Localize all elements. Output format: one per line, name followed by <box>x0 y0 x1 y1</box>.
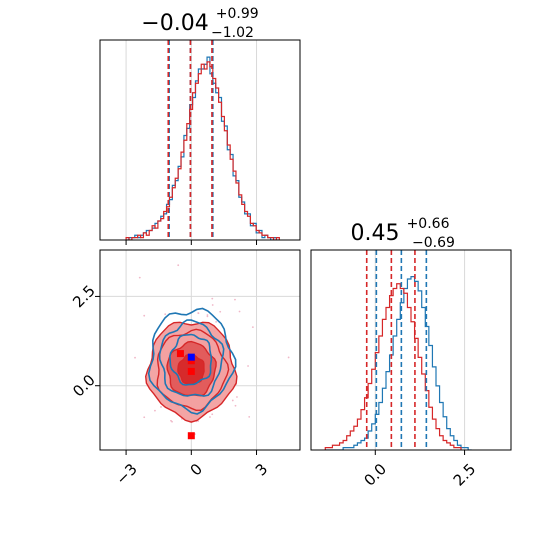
panel-hist-param1: −0.04 +0.99 −1.02 <box>99 6 301 245</box>
contour-line-blue <box>158 319 225 397</box>
scatter-point <box>197 312 200 314</box>
scatter-point <box>154 409 156 412</box>
scatter-point <box>138 276 141 279</box>
panel-hist-param2: 0.0 2.5 0.45 +0.66 −0.69 <box>310 216 512 490</box>
panel-frame <box>310 249 512 451</box>
scatter-point <box>211 304 214 306</box>
scatter-point <box>177 264 180 267</box>
x-tick-label: 2.5 <box>450 460 480 490</box>
scatter-point <box>206 315 209 318</box>
marker-red <box>187 367 195 375</box>
hist-red-series <box>125 61 280 240</box>
x-tick-label: 3 <box>252 460 271 479</box>
marker-red <box>176 350 184 358</box>
param1-title: −0.04 +0.99 <box>141 6 258 36</box>
scatter-point <box>231 399 234 402</box>
scatter-point <box>247 365 249 367</box>
x-tick-label: 0 <box>187 460 206 479</box>
scatter-point <box>209 416 211 418</box>
panel-frame <box>99 249 301 451</box>
scatter-point <box>251 326 254 329</box>
x-tick-label: −3 <box>112 460 140 488</box>
hist-red-series <box>324 283 462 450</box>
y-tick-label: 2.5 <box>69 282 99 312</box>
param1-value: −0.04 <box>141 11 208 36</box>
scatter-point <box>143 314 146 317</box>
scatter-point <box>238 310 241 313</box>
scatter-point <box>234 298 236 301</box>
panel-frame <box>99 39 301 241</box>
scatter-point <box>206 314 209 316</box>
scatter-point <box>211 413 214 416</box>
param2-title: 0.45 +0.66 <box>351 216 450 246</box>
marker-red <box>187 357 195 365</box>
panel-2d-param1-param2: −3 0 3 0.0 2.5 <box>69 249 301 488</box>
param1-plus: +0.99 <box>216 6 259 22</box>
scatter-point <box>143 416 146 419</box>
param2-plus: +0.66 <box>407 216 450 232</box>
scatter-point <box>134 356 136 359</box>
scatter-point <box>219 310 222 313</box>
scatter-point <box>248 415 251 418</box>
contour-line-blue <box>169 333 213 386</box>
contour-line-red <box>144 321 238 423</box>
scatter-point <box>234 404 237 407</box>
scatter-point <box>215 320 218 323</box>
x-tick-label: 0.0 <box>360 460 390 490</box>
y-tick-label: 0.0 <box>69 371 99 401</box>
scatter-point <box>160 406 162 408</box>
contour-line-blue <box>147 307 237 415</box>
marker-red <box>187 432 195 440</box>
marker-blue <box>187 353 195 361</box>
scatter-point <box>236 396 238 398</box>
hist-blue-series <box>325 276 472 450</box>
param2-value: 0.45 <box>351 221 400 246</box>
param1-minus: −1.02 <box>211 25 254 41</box>
param2-minus: −0.69 <box>412 235 455 251</box>
scatter-point <box>164 313 167 316</box>
scatter-point <box>171 420 173 423</box>
scatter-point <box>211 297 214 300</box>
contour-line-red <box>166 340 217 397</box>
scatter-point <box>287 356 290 359</box>
